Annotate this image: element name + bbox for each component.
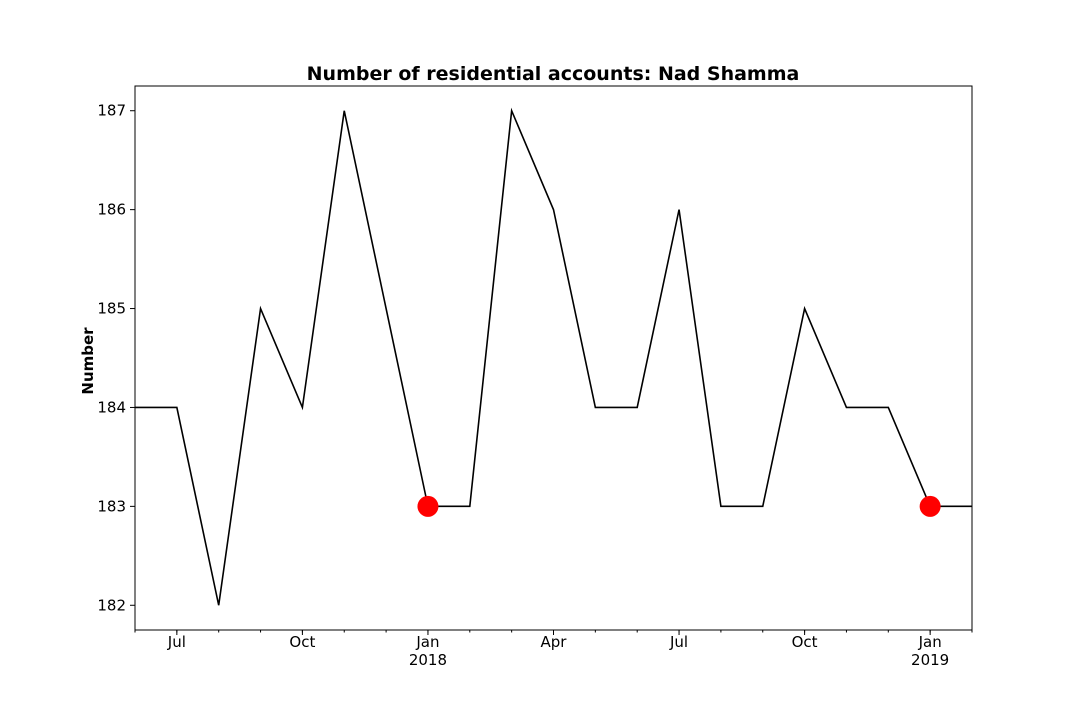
y-tick-label: 184: [97, 398, 126, 416]
x-tick-label: Jan: [415, 633, 439, 651]
highlight-point: [417, 495, 439, 517]
x-tick-year-label: 2018: [409, 651, 447, 669]
x-tick-year-label: 2019: [911, 651, 949, 669]
y-tick-label: 185: [97, 300, 126, 318]
y-tick-label: 183: [97, 497, 126, 515]
x-tick-label: Jul: [167, 633, 186, 651]
x-tick-label: Apr: [541, 633, 568, 651]
y-tick-label: 186: [97, 201, 126, 219]
x-tick-label: Oct: [289, 633, 315, 651]
x-tick-label: Jan: [918, 633, 942, 651]
y-tick-label: 187: [97, 102, 126, 120]
y-axis-label: Number: [79, 327, 97, 395]
y-tick-label: 182: [97, 596, 126, 614]
chart-title: Number of residential accounts: Nad Sham…: [307, 63, 800, 85]
plot-frame: [134, 85, 973, 631]
series-line: [135, 107, 972, 606]
x-tick-label: Oct: [792, 633, 818, 651]
x-tick-label: Jul: [669, 633, 688, 651]
highlight-point: [919, 495, 941, 517]
